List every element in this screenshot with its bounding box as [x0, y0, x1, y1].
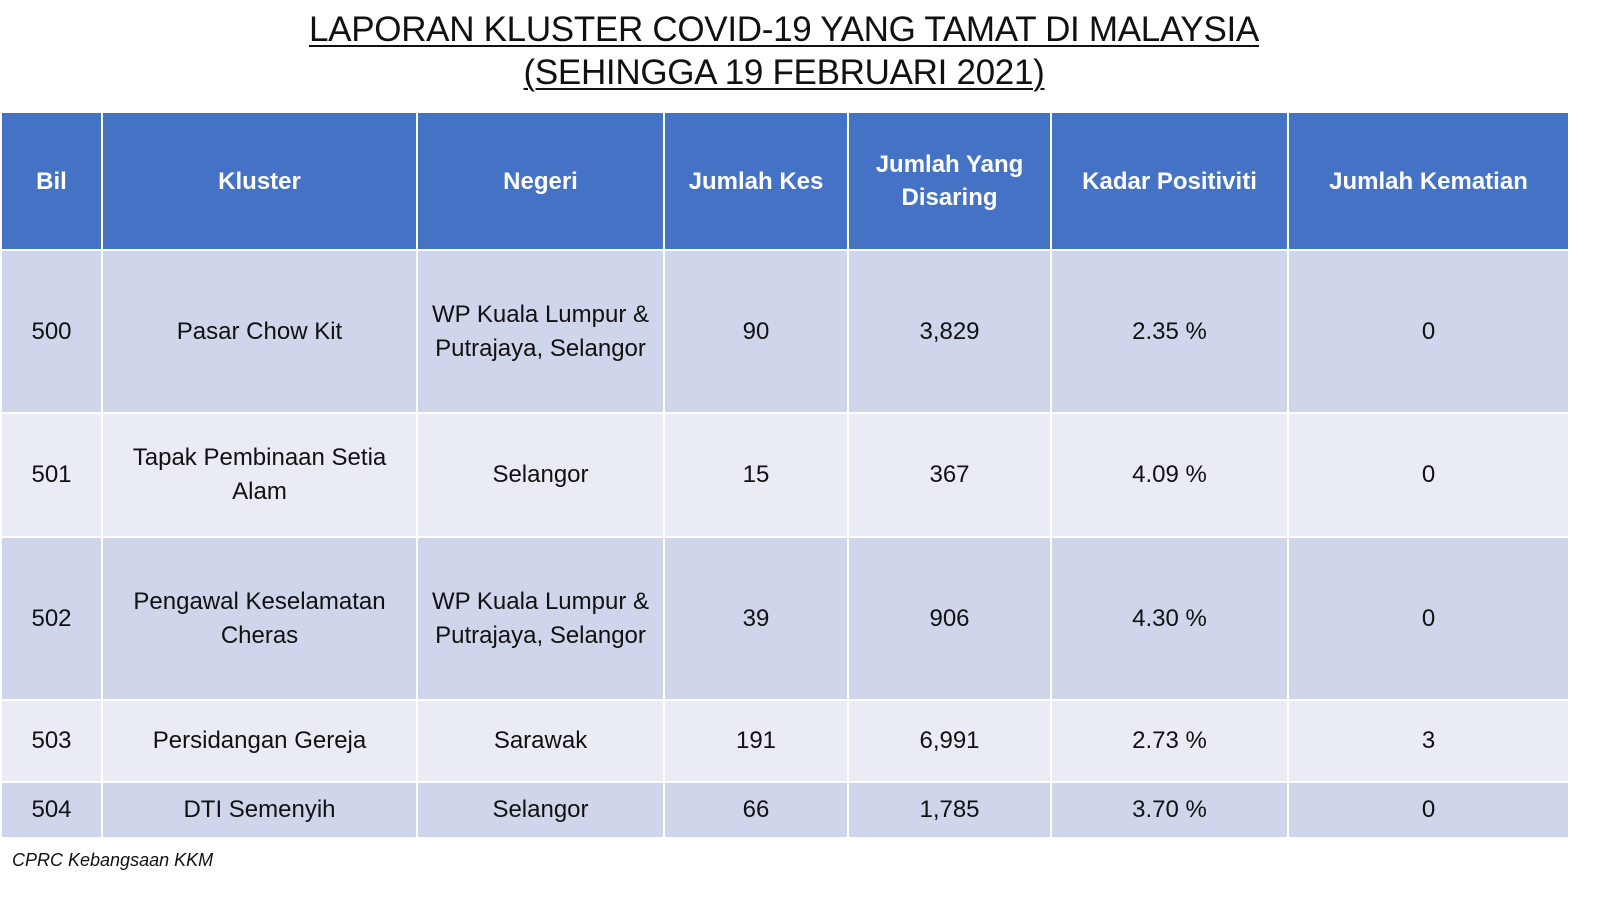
cell-kadar-positiviti: 4.09 % — [1050, 412, 1289, 538]
table-row: 503 Persidangan Gereja Sarawak 191 6,991… — [0, 699, 1570, 783]
cell-jumlah-kes: 90 — [663, 249, 849, 414]
header-negeri: Negeri — [416, 111, 665, 251]
cell-jumlah-disaring: 6,991 — [847, 699, 1052, 783]
cell-bil: 500 — [0, 249, 103, 414]
cell-jumlah-kematian: 0 — [1287, 249, 1570, 414]
cell-kadar-positiviti: 2.35 % — [1050, 249, 1289, 414]
table-row: 501 Tapak Pembinaan Setia Alam Selangor … — [0, 412, 1570, 538]
header-kadar-positiviti: Kadar Positiviti — [1050, 111, 1289, 251]
cell-jumlah-kematian: 0 — [1287, 781, 1570, 839]
header-kluster: Kluster — [101, 111, 418, 251]
cell-kadar-positiviti: 4.30 % — [1050, 536, 1289, 701]
cell-jumlah-kematian: 0 — [1287, 536, 1570, 701]
cell-kluster: Pengawal Keselamatan Cheras — [101, 536, 418, 701]
cell-jumlah-kes: 66 — [663, 781, 849, 839]
title-line-1: LAPORAN KLUSTER COVID-19 YANG TAMAT DI M… — [309, 10, 1259, 49]
table-row: 500 Pasar Chow Kit WP Kuala Lumpur & Put… — [0, 249, 1570, 414]
cell-bil: 503 — [0, 699, 103, 783]
cell-negeri: WP Kuala Lumpur & Putrajaya, Selangor — [416, 249, 665, 414]
cell-bil: 501 — [0, 412, 103, 538]
cell-jumlah-kematian: 3 — [1287, 699, 1570, 783]
cell-kluster: Persidangan Gereja — [101, 699, 418, 783]
header-jumlah-disaring: Jumlah Yang Disaring — [847, 111, 1052, 251]
cell-kluster: Pasar Chow Kit — [101, 249, 418, 414]
table-row: 504 DTI Semenyih Selangor 66 1,785 3.70 … — [0, 781, 1570, 839]
report-title: LAPORAN KLUSTER COVID-19 YANG TAMAT DI M… — [0, 8, 1568, 94]
cluster-table: Bil Kluster Negeri Jumlah Kes Jumlah Yan… — [0, 111, 1570, 839]
cell-negeri: Sarawak — [416, 699, 665, 783]
cell-jumlah-disaring: 1,785 — [847, 781, 1052, 839]
cell-kadar-positiviti: 2.73 % — [1050, 699, 1289, 783]
cell-jumlah-kes: 39 — [663, 536, 849, 701]
cell-jumlah-disaring: 367 — [847, 412, 1052, 538]
header-jumlah-kematian: Jumlah Kematian — [1287, 111, 1570, 251]
cell-bil: 504 — [0, 781, 103, 839]
cell-jumlah-disaring: 906 — [847, 536, 1052, 701]
cell-negeri: Selangor — [416, 412, 665, 538]
cell-negeri: Selangor — [416, 781, 665, 839]
table-row: 502 Pengawal Keselamatan Cheras WP Kuala… — [0, 536, 1570, 701]
header-bil: Bil — [0, 111, 103, 251]
cell-negeri: WP Kuala Lumpur & Putrajaya, Selangor — [416, 536, 665, 701]
cell-jumlah-kematian: 0 — [1287, 412, 1570, 538]
cell-kadar-positiviti: 3.70 % — [1050, 781, 1289, 839]
cell-jumlah-kes: 191 — [663, 699, 849, 783]
cell-jumlah-disaring: 3,829 — [847, 249, 1052, 414]
title-line-2: (SEHINGGA 19 FEBRUARI 2021) — [523, 53, 1045, 92]
cell-kluster: Tapak Pembinaan Setia Alam — [101, 412, 418, 538]
cell-bil: 502 — [0, 536, 103, 701]
cell-jumlah-kes: 15 — [663, 412, 849, 538]
header-row: Bil Kluster Negeri Jumlah Kes Jumlah Yan… — [0, 111, 1570, 251]
source-footer: CPRC Kebangsaan KKM — [12, 850, 214, 870]
header-jumlah-kes: Jumlah Kes — [663, 111, 849, 251]
cell-kluster: DTI Semenyih — [101, 781, 418, 839]
